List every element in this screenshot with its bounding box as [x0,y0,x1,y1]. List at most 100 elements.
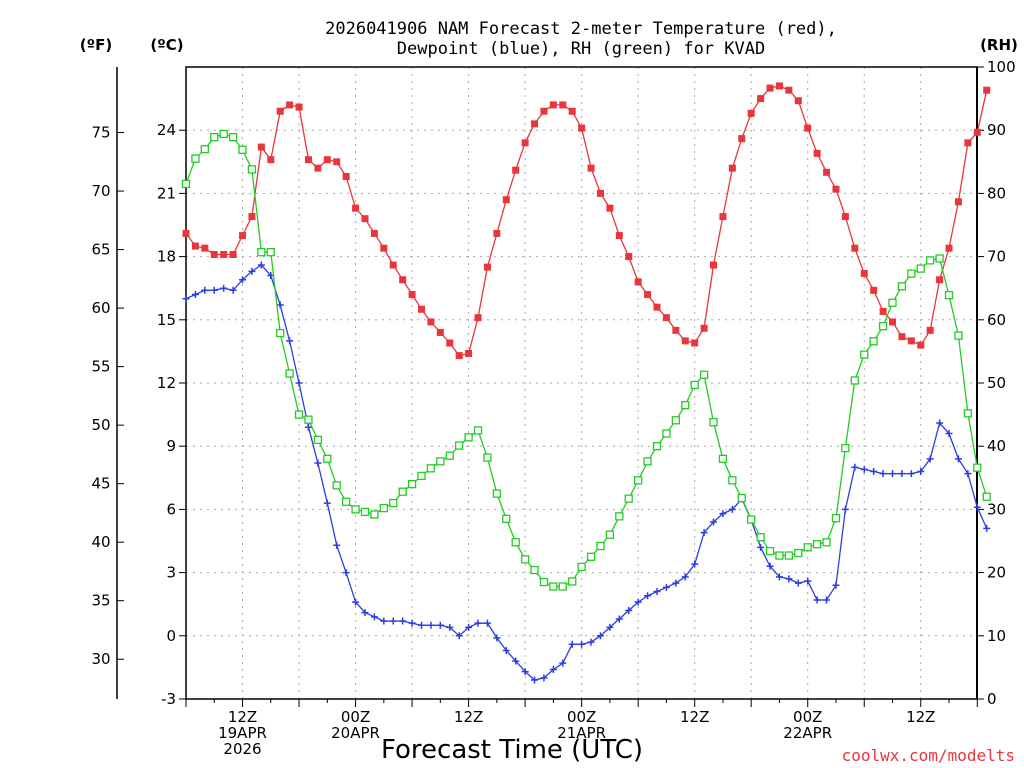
axes [116,66,984,707]
temperature-point [370,229,378,237]
dewpoint-point [832,581,840,589]
rh-point [549,582,558,591]
temperature-point [964,139,972,147]
rh-point [520,555,530,564]
rh-point [266,248,275,257]
temperature-point [681,337,689,345]
x-tick-label: 21APR [557,724,606,742]
rh-tick-label: 100 [987,58,1016,76]
temperature-point [182,229,190,237]
rh-point [210,133,219,142]
rh-point [417,471,426,481]
dewpoint-point [587,638,595,646]
temperature-point [578,124,586,132]
temperature-point [973,128,981,136]
f-tick-label: 45 [91,475,110,493]
rh-point [596,541,605,551]
x-tick-label: 00Z [341,708,370,726]
rh-point [850,376,859,385]
dewpoint-point [474,619,482,627]
rh-point [831,514,841,523]
temperature-point [380,244,388,252]
temperature-point [851,244,859,252]
rh-point [436,457,445,466]
temperature-point [352,204,360,212]
dewpoint-point [653,588,661,596]
temperature-point [493,229,501,237]
dewpoint-point [370,613,378,621]
rh-series [181,129,991,591]
rh-tick-label: 30 [987,500,1006,518]
dewpoint-point [361,609,369,617]
rh-point [492,489,502,498]
dewpoint-point [644,592,652,600]
dewpoint-point [455,632,463,640]
rh-point [803,543,812,552]
rh-point [841,443,850,453]
dewpoint-point [493,634,501,642]
rh-point [200,145,209,154]
temperature-point [239,232,247,240]
rh-point [699,370,709,379]
dewpoint-point [257,261,265,269]
rh-point [464,433,473,442]
rh-point [982,492,991,501]
dewpoint-point [775,573,783,581]
dewpoint-point [954,455,962,463]
dewpoint-point [662,583,670,591]
dewpoint-point [851,463,859,471]
c-tick-label: 12 [157,374,176,392]
dewpoint-point [578,640,586,648]
temperature-point [314,164,322,172]
temperature-point [804,124,812,132]
rh-point [897,282,907,291]
dewpoint-point [841,505,849,513]
dewpoint-point [295,379,303,387]
dewpoint-point [182,295,190,303]
temperature-point [436,328,444,336]
f-tick-label: 60 [91,299,110,317]
temperature-point [342,173,350,181]
rh-point [973,463,982,472]
rh-point [539,577,549,587]
rh-point [379,503,388,513]
rh-point [407,479,417,489]
f-tick-label: 70 [91,182,110,200]
rh-tick-label: 80 [987,184,1006,202]
c-tick-label: 24 [157,121,176,139]
rh-point [624,494,633,503]
rh-point [426,464,436,473]
temperature-point [559,101,567,109]
rh-tick-label: 60 [987,311,1006,329]
temperature-point [785,86,793,94]
temperature-point [634,278,642,286]
temperature-point [615,232,623,240]
rh-point [219,129,228,139]
rh-point [483,453,492,462]
dewpoint-point [512,657,520,665]
temperature-point [738,135,746,143]
temperature-point [672,326,680,334]
dewpoint-point [239,276,247,284]
rh-point [878,321,888,331]
rh-point [304,415,313,424]
temperature-point [418,305,425,313]
rh-point [690,380,699,390]
dewpoint-point [314,459,322,467]
temperature-point [549,101,557,109]
dewpoint-point [757,543,765,551]
x-tick-label: 00Z [793,708,822,726]
dewpoint-point [879,470,887,478]
rh-point [360,507,370,517]
dewpoint-point [549,666,557,674]
dewpoint-point [531,676,539,684]
temperature-series [182,82,991,360]
dewpoint-point [945,430,953,438]
rh-point [615,512,624,521]
rh-point [756,533,765,542]
dewpoint-point [436,621,444,629]
dewpoint-point [691,560,699,568]
dewpoint-point [870,467,878,475]
c-tick-label: 3 [166,564,176,582]
temperature-point [823,168,831,176]
